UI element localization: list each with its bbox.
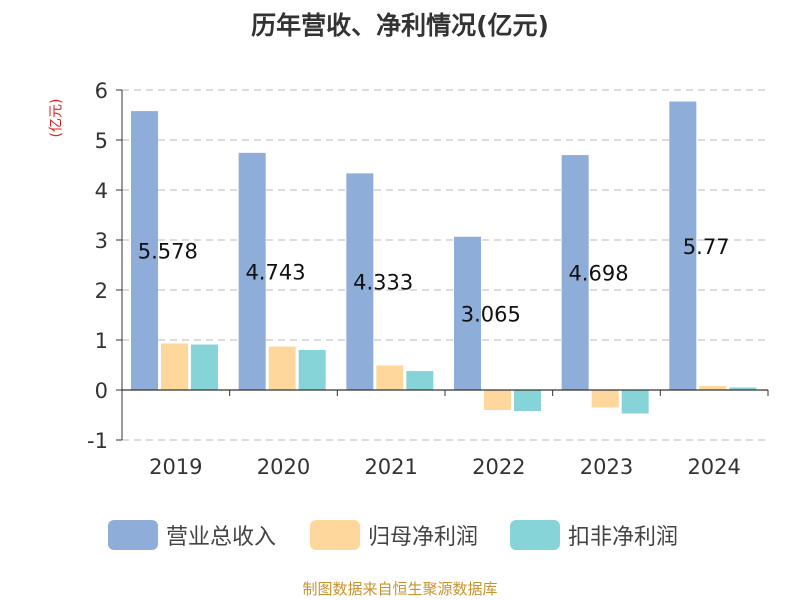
bar-revenue xyxy=(346,173,374,390)
data-label: 5.77 xyxy=(683,235,730,259)
y-tick-label: 4 xyxy=(95,179,108,203)
chart-title: 历年营收、净利情况(亿元) xyxy=(251,11,549,40)
bar-net-profit xyxy=(268,346,296,390)
x-tick-label: 2023 xyxy=(580,455,633,479)
data-label: 5.578 xyxy=(138,240,198,264)
bar-deducted-net-profit xyxy=(406,371,434,390)
bar-revenue xyxy=(669,101,697,390)
revenue-profit-bar-chart: -1 0 1 2 3 4 5 6 5.578 2019 4.743 2020 4.333 2021 3.06… xyxy=(87,79,769,479)
bar-net-profit xyxy=(376,365,404,390)
y-tick-label: 2 xyxy=(95,279,108,303)
legend-swatch-deducted-net-profit xyxy=(510,520,560,550)
data-source-note: 制图数据来自恒生聚源数据库 xyxy=(302,580,498,598)
x-tick-label: 2020 xyxy=(257,455,310,479)
bar-net-profit xyxy=(591,390,619,408)
y-tick-label: -1 xyxy=(87,429,108,453)
data-label: 4.743 xyxy=(245,260,305,284)
data-label: 3.065 xyxy=(461,302,521,326)
bar-revenue xyxy=(238,152,266,390)
chart-legend: 营业总收入 归母净利润 扣非净利润 xyxy=(0,518,800,552)
y-tick-label: 3 xyxy=(95,229,108,253)
y-tick-label: 1 xyxy=(95,329,108,353)
data-label: 4.333 xyxy=(353,271,413,295)
y-tick-label: 0 xyxy=(95,379,108,403)
y-tick-label: 6 xyxy=(95,79,108,103)
x-tick-label: 2021 xyxy=(364,455,417,479)
x-tick-label: 2019 xyxy=(149,455,202,479)
bar-revenue xyxy=(454,236,481,390)
legend-label-revenue: 营业总收入 xyxy=(166,525,277,550)
data-label: 4.698 xyxy=(568,262,628,286)
bar-deducted-net-profit xyxy=(621,390,649,414)
legend-swatch-net-profit xyxy=(310,520,360,550)
bar-deducted-net-profit xyxy=(514,390,541,411)
x-tick-label: 2024 xyxy=(687,455,740,479)
y-tick-label: 5 xyxy=(95,129,108,153)
bar-net-profit xyxy=(699,386,727,390)
bar-net-profit xyxy=(484,390,511,410)
legend-item-deducted-net-profit[interactable]: 扣非净利润 xyxy=(510,518,678,552)
bar-net-profit xyxy=(161,343,188,390)
bar-revenue xyxy=(561,155,589,390)
bar-deducted-net-profit xyxy=(298,350,326,390)
legend-label-deducted-net-profit: 扣非净利润 xyxy=(568,525,679,550)
x-tick-label: 2022 xyxy=(472,455,525,479)
bar-deducted-net-profit xyxy=(729,387,757,390)
legend-item-revenue[interactable]: 营业总收入 xyxy=(108,518,276,552)
bar-deducted-net-profit xyxy=(191,344,218,390)
legend-item-net-profit[interactable]: 归母净利润 xyxy=(310,518,478,552)
legend-swatch-revenue xyxy=(108,520,158,550)
legend-label-net-profit: 归母净利润 xyxy=(368,525,479,550)
bar-revenue xyxy=(131,111,158,390)
